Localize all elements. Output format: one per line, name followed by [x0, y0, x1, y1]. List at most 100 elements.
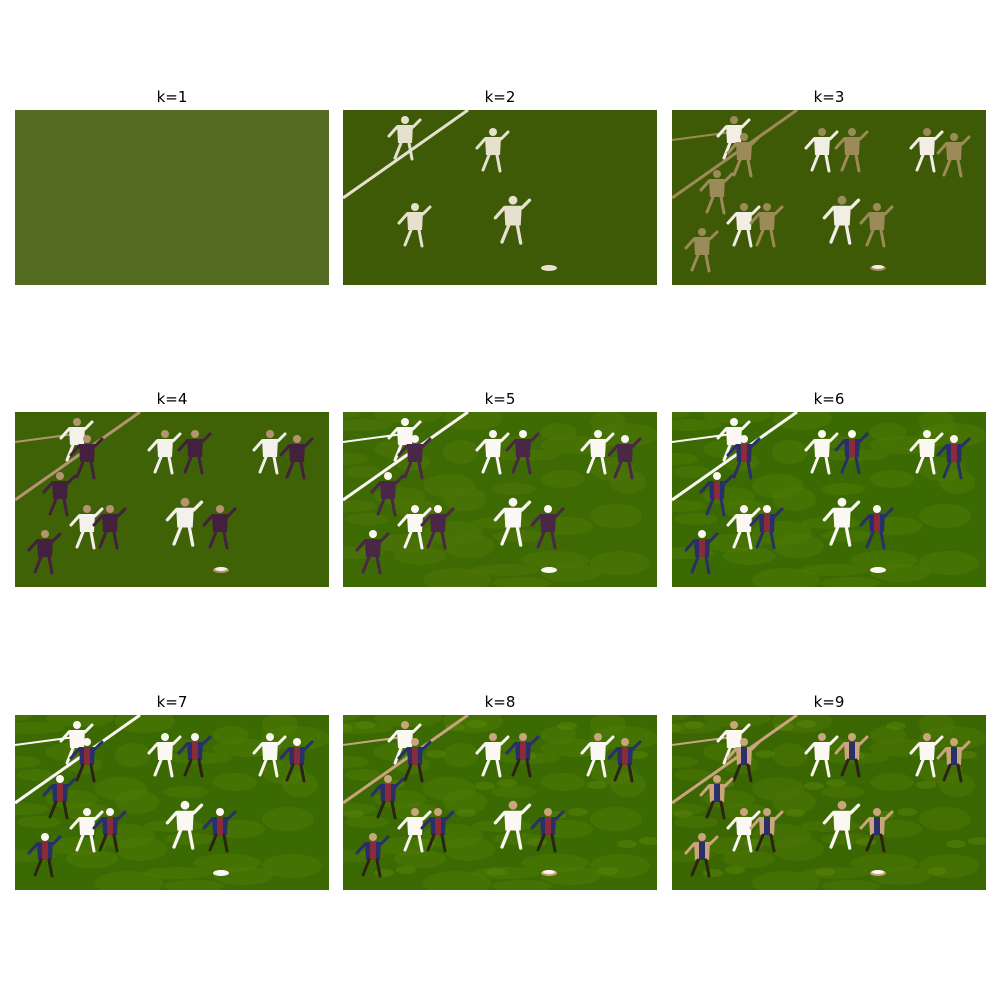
player-white-kit — [493, 497, 532, 547]
grass-texture — [343, 412, 361, 418]
grass-texture — [345, 513, 389, 525]
grass-texture — [144, 867, 212, 879]
grass-texture — [796, 720, 816, 728]
grass-texture — [946, 840, 966, 848]
player-white-kit — [580, 430, 615, 475]
grass-texture — [598, 867, 618, 875]
panel-k9: k=9 — [672, 693, 986, 890]
panel-title: k=5 — [484, 390, 516, 408]
grass-texture — [703, 412, 771, 424]
grass-texture — [443, 790, 487, 814]
panel-k4: k=4 — [15, 390, 329, 587]
player-dark-kit — [505, 430, 540, 475]
grass-texture — [66, 850, 118, 868]
grass-texture — [821, 880, 881, 890]
panel-k7: k=7 — [15, 693, 329, 890]
grass-texture — [423, 568, 491, 587]
grass-texture — [164, 786, 208, 798]
grass-texture — [467, 720, 487, 728]
player-dark-kit — [936, 133, 971, 178]
player-dark-kit — [420, 505, 455, 550]
player-dark-kit — [69, 435, 104, 480]
player-dark-kit — [92, 505, 127, 550]
player-dark-kit — [859, 203, 894, 248]
player-dark-kit — [607, 738, 642, 783]
player-dark-kit — [202, 808, 237, 853]
player-white-kit — [397, 808, 432, 853]
panel-k8: k=8 — [343, 693, 657, 890]
player-dark-kit — [684, 530, 719, 575]
player-white-kit — [475, 128, 510, 173]
ball — [543, 870, 555, 874]
grass-texture — [95, 871, 163, 890]
grass-texture — [821, 577, 881, 587]
player-white-kit — [909, 128, 944, 173]
grass-texture — [919, 807, 971, 831]
grass-texture — [674, 816, 718, 828]
pitch-line — [15, 412, 141, 502]
grass-texture — [870, 564, 930, 582]
quantized-image — [343, 715, 657, 890]
grass-texture — [374, 869, 394, 877]
player-dark-kit — [530, 808, 565, 853]
grass-texture — [115, 743, 151, 767]
grass-texture — [725, 866, 745, 874]
grass-texture — [617, 840, 637, 848]
grass-texture — [752, 568, 820, 587]
pitch-line — [672, 715, 798, 805]
grass-texture — [492, 786, 536, 798]
pitch-line — [343, 412, 469, 502]
panel-title: k=1 — [156, 88, 188, 106]
grass-texture — [587, 781, 607, 789]
grass-texture — [343, 453, 369, 465]
grass-texture — [870, 773, 914, 791]
player-white-kit — [580, 733, 615, 778]
grass-texture — [475, 782, 495, 790]
grass-texture — [541, 564, 601, 582]
grass-texture — [115, 837, 167, 861]
ball — [872, 870, 884, 874]
grass-texture — [968, 837, 986, 845]
player-dark-kit — [834, 430, 869, 475]
player-dark-kit — [834, 128, 869, 173]
player-white-kit — [909, 733, 944, 778]
ball — [543, 265, 555, 269]
player-dark-kit — [699, 775, 734, 820]
ball — [215, 567, 227, 571]
grass-texture — [345, 466, 381, 478]
player-dark-kit — [726, 738, 761, 783]
grass-texture — [801, 820, 861, 832]
grass-texture — [374, 412, 442, 424]
ball — [543, 567, 555, 571]
grass-texture — [423, 871, 491, 890]
player-white-kit — [69, 505, 104, 550]
player-dark-kit — [397, 738, 432, 783]
grass-texture — [541, 867, 601, 885]
grass-texture — [343, 419, 393, 431]
grass-texture — [345, 816, 389, 828]
grass-texture — [752, 871, 820, 890]
grass-texture — [262, 854, 322, 878]
grass-texture — [472, 820, 532, 832]
grass-texture — [672, 756, 698, 768]
grass-texture — [772, 487, 816, 511]
grass-texture — [568, 808, 588, 816]
player-white-kit — [804, 128, 839, 173]
player-white-kit — [804, 733, 839, 778]
player-dark-kit — [42, 775, 77, 820]
player-dark-kit — [530, 505, 565, 550]
grass-texture — [673, 810, 693, 818]
pitch-line — [343, 110, 469, 200]
grass-texture — [396, 866, 416, 874]
grass-texture — [557, 722, 577, 730]
player-dark-kit — [69, 738, 104, 783]
grass-texture — [919, 551, 979, 575]
grass-texture — [46, 715, 114, 727]
quantized-image — [672, 715, 986, 890]
grass-texture — [772, 440, 808, 464]
pitch-line — [672, 110, 798, 200]
player-white-kit — [804, 430, 839, 475]
grass-texture — [17, 816, 61, 828]
player-white-kit — [909, 430, 944, 475]
grass-texture — [703, 869, 723, 877]
